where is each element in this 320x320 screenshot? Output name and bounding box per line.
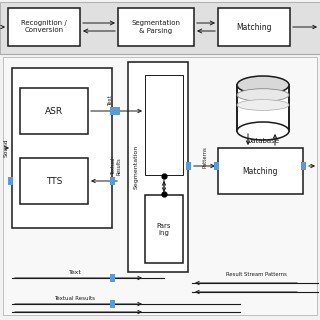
Bar: [145, 195, 183, 263]
Bar: [110, 177, 115, 185]
Bar: [0, 2, 320, 54]
Bar: [218, 8, 290, 46]
Text: Matching: Matching: [236, 22, 272, 31]
Bar: [145, 75, 183, 175]
Text: Textual Results: Textual Results: [54, 295, 95, 300]
Text: Patterns: Patterns: [203, 146, 207, 168]
Bar: [237, 85, 289, 131]
Bar: [214, 162, 219, 170]
Bar: [128, 62, 188, 272]
Bar: [186, 162, 191, 170]
Text: Matching: Matching: [242, 166, 278, 175]
Text: Pars
ing: Pars ing: [157, 222, 171, 236]
Bar: [8, 177, 13, 185]
Bar: [3, 57, 317, 315]
Bar: [20, 158, 88, 204]
Bar: [110, 300, 115, 308]
Text: Text: Text: [68, 269, 81, 275]
Text: Segmentation: Segmentation: [133, 145, 139, 189]
Bar: [8, 8, 80, 46]
Ellipse shape: [237, 89, 289, 101]
Ellipse shape: [237, 122, 289, 140]
Text: Result Stream Patterns: Result Stream Patterns: [226, 271, 286, 276]
Bar: [118, 8, 194, 46]
Text: Textual
Results: Textual Results: [111, 157, 121, 175]
Bar: [115, 107, 120, 115]
Text: Sound: Sound: [4, 139, 9, 157]
Text: Text: Text: [108, 95, 113, 105]
Bar: [110, 274, 115, 282]
Text: TTS: TTS: [46, 177, 62, 186]
Bar: [12, 68, 112, 228]
Ellipse shape: [237, 76, 289, 94]
Text: Segmentation
& Parsing: Segmentation & Parsing: [132, 20, 180, 34]
Text: Recognition /
Conversion: Recognition / Conversion: [21, 20, 67, 34]
Bar: [110, 107, 115, 115]
Bar: [20, 88, 88, 134]
Text: Database: Database: [246, 138, 279, 144]
Bar: [218, 148, 303, 194]
Text: ASR: ASR: [45, 107, 63, 116]
Ellipse shape: [237, 100, 289, 110]
Bar: [301, 162, 306, 170]
